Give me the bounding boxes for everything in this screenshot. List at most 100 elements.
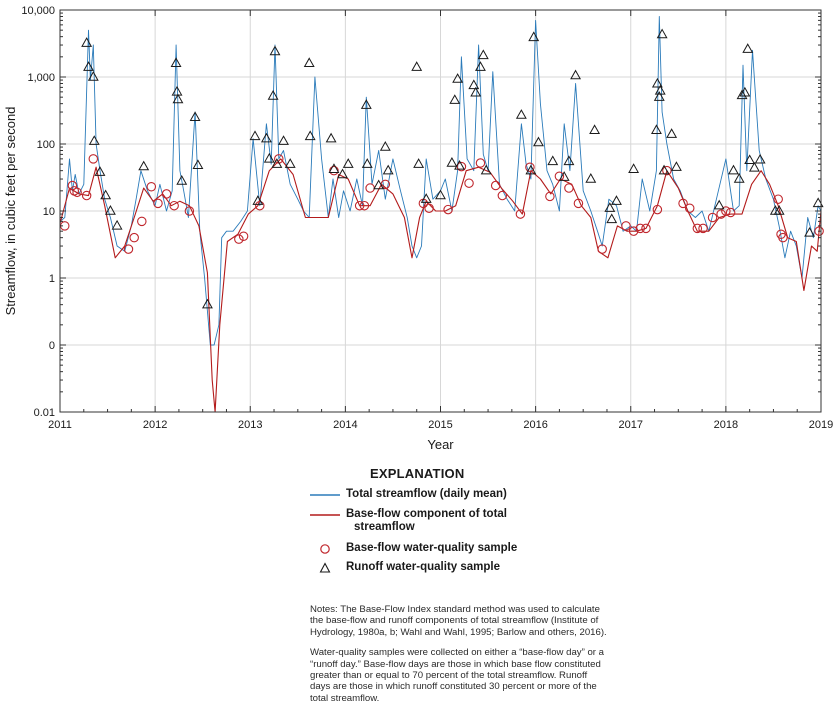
runoff-sample-point xyxy=(100,189,112,200)
base-flow-sample-point xyxy=(716,209,726,219)
x-tick-label: 2017 xyxy=(619,419,643,431)
runoff-sample-point xyxy=(271,158,283,168)
runoff-sample-point xyxy=(470,86,482,97)
runoff-sample-point xyxy=(713,199,725,210)
runoff-sample-point xyxy=(94,166,106,176)
runoff-sample-point xyxy=(342,158,354,168)
runoff-sample-point xyxy=(328,163,340,173)
runoff-sample-point xyxy=(267,90,279,100)
base-flow-sample-point xyxy=(255,200,265,211)
runoff-sample-point xyxy=(325,132,337,143)
runoff-sample-point xyxy=(454,159,465,170)
runoff-sample-point xyxy=(728,164,739,175)
legend-label-base-flow-line2: streamflow xyxy=(354,521,415,533)
runoff-sample-point xyxy=(733,173,745,183)
base-flow-sample-point xyxy=(67,180,78,191)
base-flow-sample-point xyxy=(137,216,147,227)
runoff-sample-point xyxy=(658,164,670,175)
base-flow-sample-point xyxy=(329,165,339,176)
runoff-sample-point xyxy=(611,195,622,205)
markers-layer xyxy=(60,28,824,309)
base-flow-sample-point xyxy=(475,158,486,168)
runoff-sample-point xyxy=(373,179,385,190)
x-tick-label: 2013 xyxy=(238,419,262,431)
runoff-sample-point xyxy=(420,193,432,203)
base-flow-sample-point xyxy=(684,203,695,213)
runoff-sample-point xyxy=(653,91,665,101)
series-layer xyxy=(59,16,822,413)
base-flow-sample-point xyxy=(641,223,651,234)
runoff-sample-point xyxy=(361,158,373,168)
base-flow-sample-point xyxy=(359,200,370,211)
runoff-sample-point xyxy=(411,61,423,71)
runoff-sample-point xyxy=(468,79,480,90)
x-tick-label: 2012 xyxy=(143,419,167,431)
runoff-sample-point xyxy=(656,28,668,39)
runoff-sample-point xyxy=(742,43,754,53)
runoff-sample-point xyxy=(604,202,616,212)
base-flow-sample-point xyxy=(635,223,646,234)
base-flow-sample-point xyxy=(621,221,631,231)
runoff-sample-point xyxy=(650,124,662,135)
runoff-sample-point xyxy=(773,204,785,215)
runoff-sample-point xyxy=(651,77,663,88)
base-flow-sample-point xyxy=(238,231,249,241)
runoff-sample-point xyxy=(88,135,100,145)
runoff-sample-point xyxy=(606,213,618,224)
base-flow-sample-point xyxy=(72,187,82,198)
x-tick-label: 2011 xyxy=(48,419,72,431)
runoff-sample-point xyxy=(192,159,204,170)
runoff-sample-point xyxy=(104,204,116,215)
runoff-sample-point xyxy=(337,168,348,179)
runoff-sample-point xyxy=(249,130,261,141)
red-circle-marker-icon xyxy=(320,544,330,554)
runoff-sample-point xyxy=(303,57,315,68)
runoff-sample-point xyxy=(563,155,575,166)
runoff-sample-point xyxy=(570,69,582,80)
runoff-sample-point xyxy=(252,195,264,205)
runoff-sample-point xyxy=(83,61,94,71)
y-tick-label: 0 xyxy=(49,340,55,352)
streamflow-chart: 0.01 0 1 10 100 1,000 10,000 2011 2012 2013 2014 20… xyxy=(3,5,833,452)
base-flow-sample-point xyxy=(725,207,736,218)
runoff-sample-point xyxy=(172,93,184,104)
base-flow-sample-point xyxy=(525,162,535,172)
runoff-sample-point xyxy=(304,130,316,141)
base-flow-sample-point xyxy=(652,204,663,215)
notes-paragraph-sampling: Water-quality samples were collected on … xyxy=(310,647,604,704)
runoff-sample-point xyxy=(278,135,289,145)
base-flow-sample-point xyxy=(169,200,179,211)
base-flow-sample-point xyxy=(564,183,574,193)
axis-ticks: 0.01 0 1 10 100 1,000 10,000 2011 2012 2013 2014 20… xyxy=(21,5,833,431)
runoff-sample-point xyxy=(87,70,99,81)
base-flow-sample-point xyxy=(146,182,157,192)
runoff-sample-point xyxy=(533,136,544,147)
base-flow-sample-point xyxy=(778,232,788,243)
legend-label-runoff-sample: Runoff water-quality sample xyxy=(346,561,500,573)
base-flow-sample-point xyxy=(707,212,718,223)
base-flow-sample-point xyxy=(161,189,172,199)
y-axis-title: Streamflow, in cubic feet per second xyxy=(3,107,18,316)
base-flow-sample-point xyxy=(814,226,824,236)
base-flow-sample-point xyxy=(662,165,672,176)
base-flow-sample-point xyxy=(88,154,99,164)
x-tick-label: 2015 xyxy=(428,419,452,431)
runoff-sample-point xyxy=(474,61,486,71)
y-tick-label: 1 xyxy=(49,273,55,285)
runoff-sample-point xyxy=(666,128,678,138)
runoff-sample-point xyxy=(547,155,559,166)
runoff-sample-point xyxy=(189,111,201,122)
base-flow-sample-point xyxy=(443,204,453,215)
runoff-sample-point xyxy=(382,164,394,175)
base-flow-sample-point xyxy=(365,183,375,193)
runoff-sample-point xyxy=(413,158,425,168)
base-flow-sample-point xyxy=(464,178,474,188)
legend-title: EXPLANATION xyxy=(370,466,465,481)
runoff-sample-point xyxy=(111,219,123,230)
runoff-sample-point xyxy=(379,141,391,151)
runoff-sample-point xyxy=(654,84,666,95)
legend-label-total-streamflow: Total streamflow (daily mean) xyxy=(346,488,507,500)
runoff-sample-point xyxy=(748,161,760,172)
base-flow-sample-point xyxy=(354,200,365,211)
runoff-sample-point xyxy=(628,163,640,173)
